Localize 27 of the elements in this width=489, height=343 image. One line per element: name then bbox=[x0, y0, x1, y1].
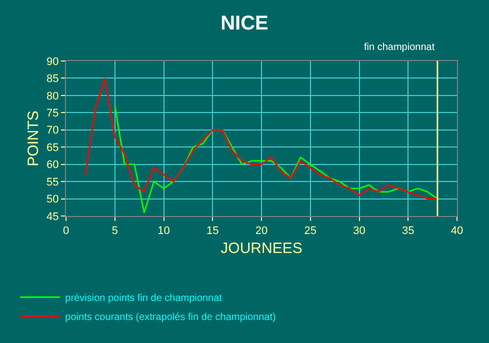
x-tick-label: 10 bbox=[158, 225, 170, 238]
y-tick-label: 55 bbox=[46, 176, 59, 188]
y-tick-label: 80 bbox=[46, 90, 59, 102]
y-tick-label: 65 bbox=[46, 142, 59, 154]
y-tick-label: 70 bbox=[46, 124, 59, 137]
x-tick-label: 0 bbox=[62, 225, 70, 238]
x-tick-label: 40 bbox=[450, 225, 464, 238]
legend-label: points courants (extrapolés fin de championnat) bbox=[65, 312, 276, 324]
y-tick-label: 45 bbox=[46, 210, 59, 223]
x-tick-label: 20 bbox=[255, 225, 268, 238]
line-series bbox=[84, 77, 438, 200]
y-axis-title: POINTS bbox=[24, 110, 42, 166]
x-tick-label: 25 bbox=[304, 225, 317, 238]
legend-label: prévision points fin de championnat bbox=[65, 293, 222, 304]
y-tick-label: 75 bbox=[46, 108, 59, 120]
y-tick-label: 85 bbox=[46, 73, 59, 86]
y-tick-label: 60 bbox=[46, 159, 59, 172]
ref-line-label: fin championnat bbox=[364, 42, 435, 53]
x-tick-label: 35 bbox=[402, 225, 414, 238]
x-axis-title: JOURNEES bbox=[220, 240, 302, 258]
x-tick-label: 30 bbox=[353, 225, 366, 238]
chart-title: NICE bbox=[220, 12, 268, 34]
y-tick-label: 90 bbox=[46, 56, 59, 68]
x-tick-label: 5 bbox=[112, 225, 118, 238]
y-tick-label: 50 bbox=[46, 194, 59, 206]
x-tick-label: 15 bbox=[206, 225, 219, 238]
line-series bbox=[114, 105, 438, 214]
